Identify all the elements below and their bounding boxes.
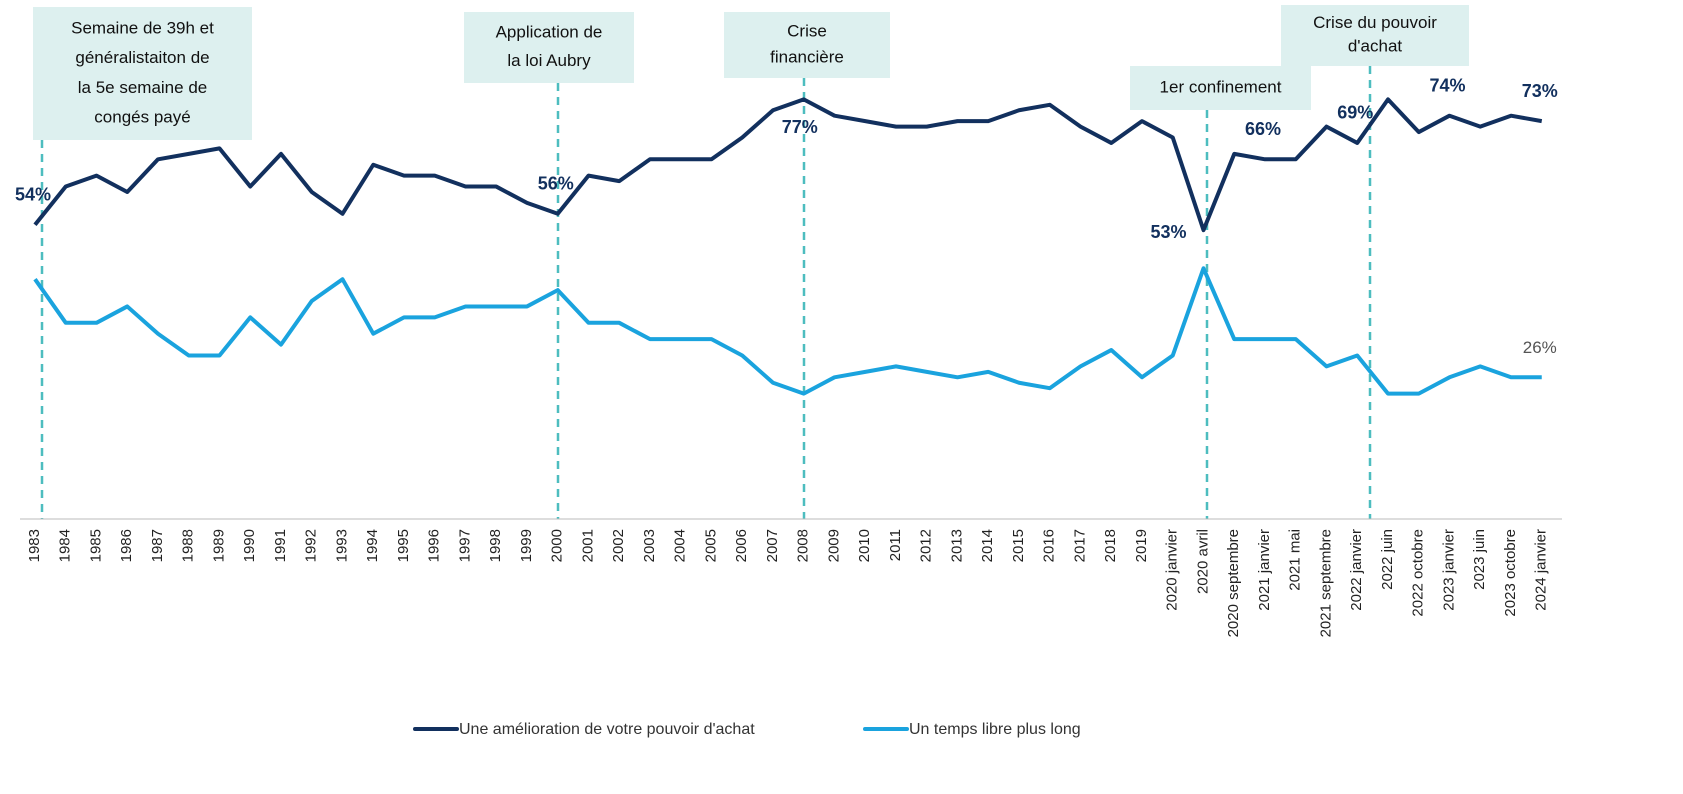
x-tick-label: 2016	[1041, 529, 1058, 562]
x-tick-label: 2014	[979, 529, 996, 562]
x-tick-label: 2007	[764, 529, 781, 562]
line-series	[33, 97, 1543, 233]
x-tick-label: 1985	[87, 529, 104, 562]
x-tick-label: 1998	[487, 529, 504, 562]
x-tick-label: 2022 juin	[1379, 529, 1396, 590]
data-label: 56%	[538, 174, 574, 194]
x-tick-label: 2020 janvier	[1164, 529, 1181, 611]
x-tick-label: 2021 septembre	[1317, 529, 1334, 637]
annotation-text: financière	[770, 47, 844, 66]
annotation-box	[724, 12, 890, 78]
data-label: 74%	[1429, 75, 1465, 95]
annotation-box	[464, 12, 634, 83]
x-tick-label: 2002	[610, 529, 627, 562]
x-tick-label: 2018	[1102, 529, 1119, 562]
x-tick-label: 2023 juin	[1471, 529, 1488, 590]
x-tick-label: 1991	[272, 529, 289, 562]
x-tick-label: 2011	[887, 529, 904, 561]
data-label: 77%	[782, 117, 818, 137]
x-tick-label: 2017	[1071, 529, 1088, 562]
x-tick-label: 2004	[672, 529, 689, 562]
x-tick-label: 1994	[364, 529, 381, 562]
annotation-text: Crise	[787, 21, 827, 40]
x-tick-label: 2013	[948, 529, 965, 562]
x-tick-label: 2000	[549, 529, 566, 562]
x-tick-label: 1988	[180, 529, 197, 562]
x-tick-label: 2015	[1010, 529, 1027, 562]
x-tick-label: 2005	[702, 529, 719, 562]
x-tick-label: 2021 mai	[1287, 529, 1304, 591]
x-tick-label: 2024 janvier	[1533, 529, 1550, 611]
annotation-text: Semaine de 39h et	[71, 18, 214, 37]
x-tick-label: 1999	[518, 529, 535, 562]
x-tick-label: 1997	[456, 529, 473, 562]
data-label: 54%	[15, 184, 51, 204]
x-tick-label: 1984	[57, 529, 74, 562]
x-tick-label: 2012	[918, 529, 935, 562]
x-tick-label: 1983	[26, 529, 43, 562]
x-tick-label: 1996	[426, 529, 443, 562]
x-tick-label: 2022 octobre	[1410, 529, 1427, 617]
data-label: 26%	[1523, 338, 1557, 357]
x-tick-label: 2001	[579, 529, 596, 562]
annotation-text: la 5e semaine de	[78, 78, 207, 97]
x-tick-label: 2020 septembre	[1225, 529, 1242, 637]
x-tick-label: 2010	[856, 529, 873, 562]
data-label: 73%	[1522, 81, 1558, 101]
data-label: 53%	[1150, 222, 1186, 242]
annotation-text: Crise du pouvoir	[1313, 13, 1437, 32]
annotation-text: congés payé	[94, 108, 190, 127]
annotation-text: d'achat	[1348, 37, 1403, 56]
x-tick-label: 1986	[118, 529, 135, 562]
x-tick-label: 2008	[795, 529, 812, 562]
x-tick-label: 2021 janvier	[1256, 529, 1273, 611]
x-tick-label: 2006	[733, 529, 750, 562]
x-tick-label: 2003	[641, 529, 658, 562]
legend-label: Un temps libre plus long	[909, 721, 1081, 738]
line-series	[33, 266, 1542, 396]
x-tick-label: 2023 octobre	[1502, 529, 1519, 617]
annotation-text: la loi Aubry	[507, 51, 591, 70]
annotation-box	[1281, 5, 1469, 66]
annotation-box	[1130, 66, 1311, 110]
data-label: 66%	[1245, 119, 1281, 139]
x-tick-label: 1989	[210, 529, 227, 562]
annotation-text: Application de	[496, 23, 603, 42]
x-tick-label: 1995	[395, 529, 412, 562]
annotation-text: généralistaiton de	[75, 48, 209, 67]
data-label: 69%	[1337, 103, 1373, 123]
annotation-text: 1er confinement	[1160, 77, 1282, 96]
x-tick-label: 2019	[1133, 529, 1150, 562]
x-tick-label: 1992	[303, 529, 320, 562]
x-tick-label: 2023 janvier	[1440, 529, 1457, 611]
legend-label: Une amélioration de votre pouvoir d'acha…	[459, 721, 755, 738]
annotation-box	[33, 7, 252, 140]
x-tick-label: 1990	[241, 529, 258, 562]
x-tick-label: 1987	[149, 529, 166, 562]
x-tick-label: 2022 janvier	[1348, 529, 1365, 611]
x-tick-label: 2020 avril	[1194, 529, 1211, 594]
x-tick-label: 2009	[825, 529, 842, 562]
x-tick-label: 1993	[333, 529, 350, 562]
